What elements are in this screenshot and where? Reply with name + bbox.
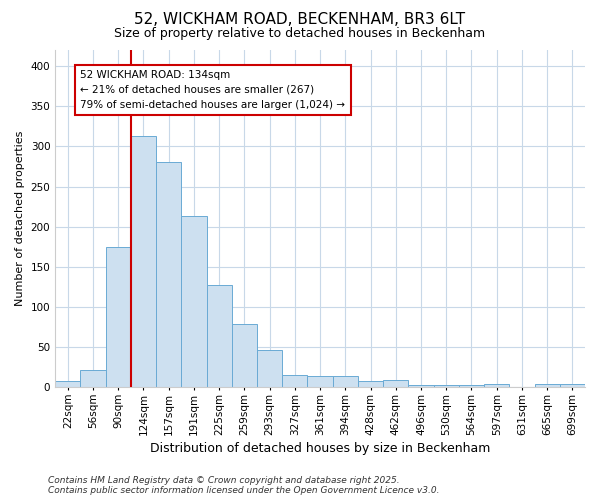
Text: Size of property relative to detached houses in Beckenham: Size of property relative to detached ho…: [115, 28, 485, 40]
X-axis label: Distribution of detached houses by size in Beckenham: Distribution of detached houses by size …: [150, 442, 490, 455]
Bar: [509, 386, 535, 388]
Bar: [409, 385, 434, 388]
Bar: [55, 381, 80, 388]
Y-axis label: Number of detached properties: Number of detached properties: [15, 131, 25, 306]
Text: 52 WICKHAM ROAD: 134sqm
← 21% of detached houses are smaller (267)
79% of semi-d: 52 WICKHAM ROAD: 134sqm ← 21% of detache…: [80, 70, 346, 110]
Bar: [206, 286, 232, 388]
Bar: [383, 380, 409, 388]
Text: 52, WICKHAM ROAD, BECKENHAM, BR3 6LT: 52, WICKHAM ROAD, BECKENHAM, BR3 6LT: [134, 12, 466, 28]
Bar: [459, 385, 484, 388]
Bar: [257, 350, 282, 388]
Bar: [156, 162, 181, 388]
Bar: [106, 247, 131, 388]
Bar: [434, 385, 459, 388]
Bar: [232, 324, 257, 388]
Bar: [131, 136, 156, 388]
Bar: [181, 216, 206, 388]
Bar: [560, 384, 585, 388]
Bar: [535, 384, 560, 388]
Text: Contains HM Land Registry data © Crown copyright and database right 2025.
Contai: Contains HM Land Registry data © Crown c…: [48, 476, 439, 495]
Bar: [80, 370, 106, 388]
Bar: [282, 376, 307, 388]
Bar: [358, 381, 383, 388]
Bar: [307, 376, 332, 388]
Bar: [332, 376, 358, 388]
Bar: [484, 384, 509, 388]
